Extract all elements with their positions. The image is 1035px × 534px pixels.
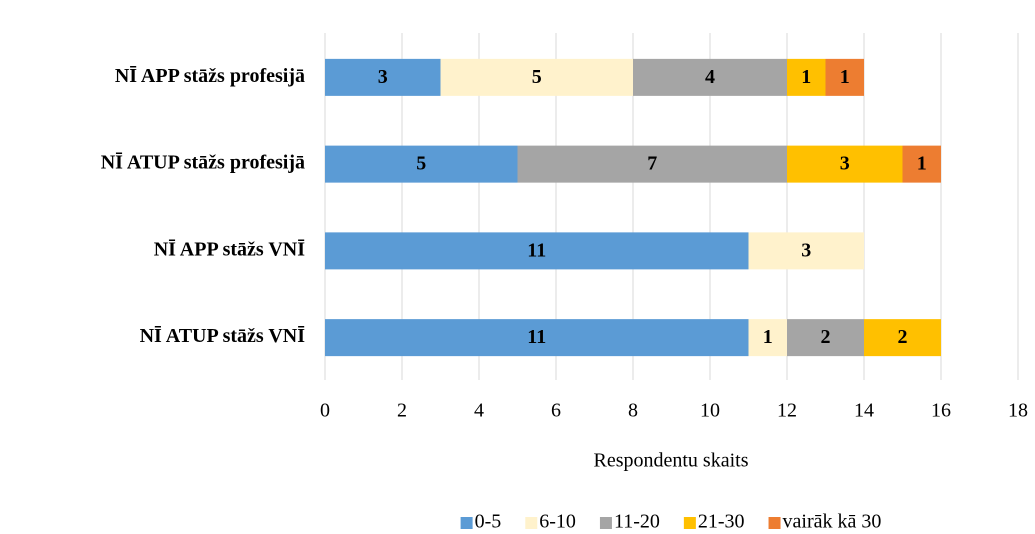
bar-segment [748,319,787,357]
data-label: 1 [840,66,850,88]
data-label: 5 [416,153,426,175]
y-tick-label: NĪ APP stāžs VNĪ [154,238,306,260]
data-label: 7 [647,153,657,175]
bar-segment [440,58,633,96]
x-tick-label: 10 [700,400,720,422]
data-label: 3 [378,66,388,88]
legend-swatch [683,517,696,529]
bar-segment [748,232,864,270]
bar-segment [825,58,864,96]
x-tick-label: 0 [320,400,330,422]
bar-segment [787,58,826,96]
x-tick-label: 2 [397,400,407,422]
y-tick-label: NĪ ATUP stāžs VNĪ [140,325,306,347]
legend-swatch [599,517,612,529]
data-label: 1 [917,153,927,175]
x-tick-label: 18 [1008,400,1028,422]
bar-segment [902,145,941,183]
x-tick-label: 8 [628,400,638,422]
legend-label: vairāk kā 30 [783,511,882,533]
data-label: 3 [840,153,850,175]
x-axis-label: Respondentu skaits [594,450,749,472]
data-label: 2 [821,326,831,348]
bar-segment [787,145,903,183]
data-label: 5 [532,66,542,88]
bar-segment [325,58,441,96]
data-label: 1 [801,66,811,88]
data-label: 1 [763,326,773,348]
bar-segment [325,145,518,183]
legend-label: 6-10 [539,511,576,533]
data-label: 3 [801,239,811,261]
bar-segment [325,232,749,270]
legend-label: 21-30 [698,511,745,533]
data-label: 4 [705,66,715,88]
legend-label: 11-20 [614,511,660,533]
x-tick-label: 14 [854,400,874,422]
legend-swatch [768,517,781,529]
legend-swatch [525,517,538,529]
bar-segment [517,145,787,183]
x-tick-label: 12 [777,400,797,422]
x-tick-label: 6 [551,400,561,422]
bar-segment [864,319,941,357]
data-label: 2 [898,326,908,348]
x-tick-label: 4 [474,400,484,422]
bar-segment [787,319,864,357]
legend-label: 0-5 [475,511,502,533]
bar-segment [325,319,749,357]
data-label: 11 [527,326,546,348]
x-tick-label: 16 [931,400,951,422]
bar-segment [633,58,787,96]
data-label: 11 [527,239,546,261]
y-tick-label: NĪ ATUP stāžs profesijā [101,152,305,174]
y-tick-label: NĪ APP stāžs profesijā [115,65,305,87]
legend-swatch [460,517,473,529]
